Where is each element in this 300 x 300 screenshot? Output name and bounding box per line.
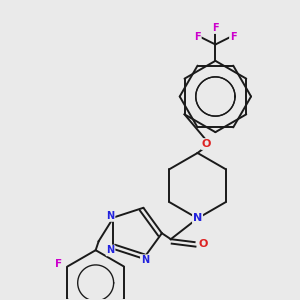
Text: N: N: [141, 255, 149, 265]
Text: F: F: [212, 23, 219, 33]
Text: F: F: [194, 32, 201, 42]
Text: F: F: [230, 32, 236, 42]
Text: O: O: [202, 139, 211, 149]
Text: F: F: [55, 259, 62, 269]
Text: N: N: [106, 211, 115, 221]
Text: N: N: [193, 213, 202, 224]
Text: N: N: [106, 245, 115, 255]
Text: O: O: [199, 238, 208, 249]
